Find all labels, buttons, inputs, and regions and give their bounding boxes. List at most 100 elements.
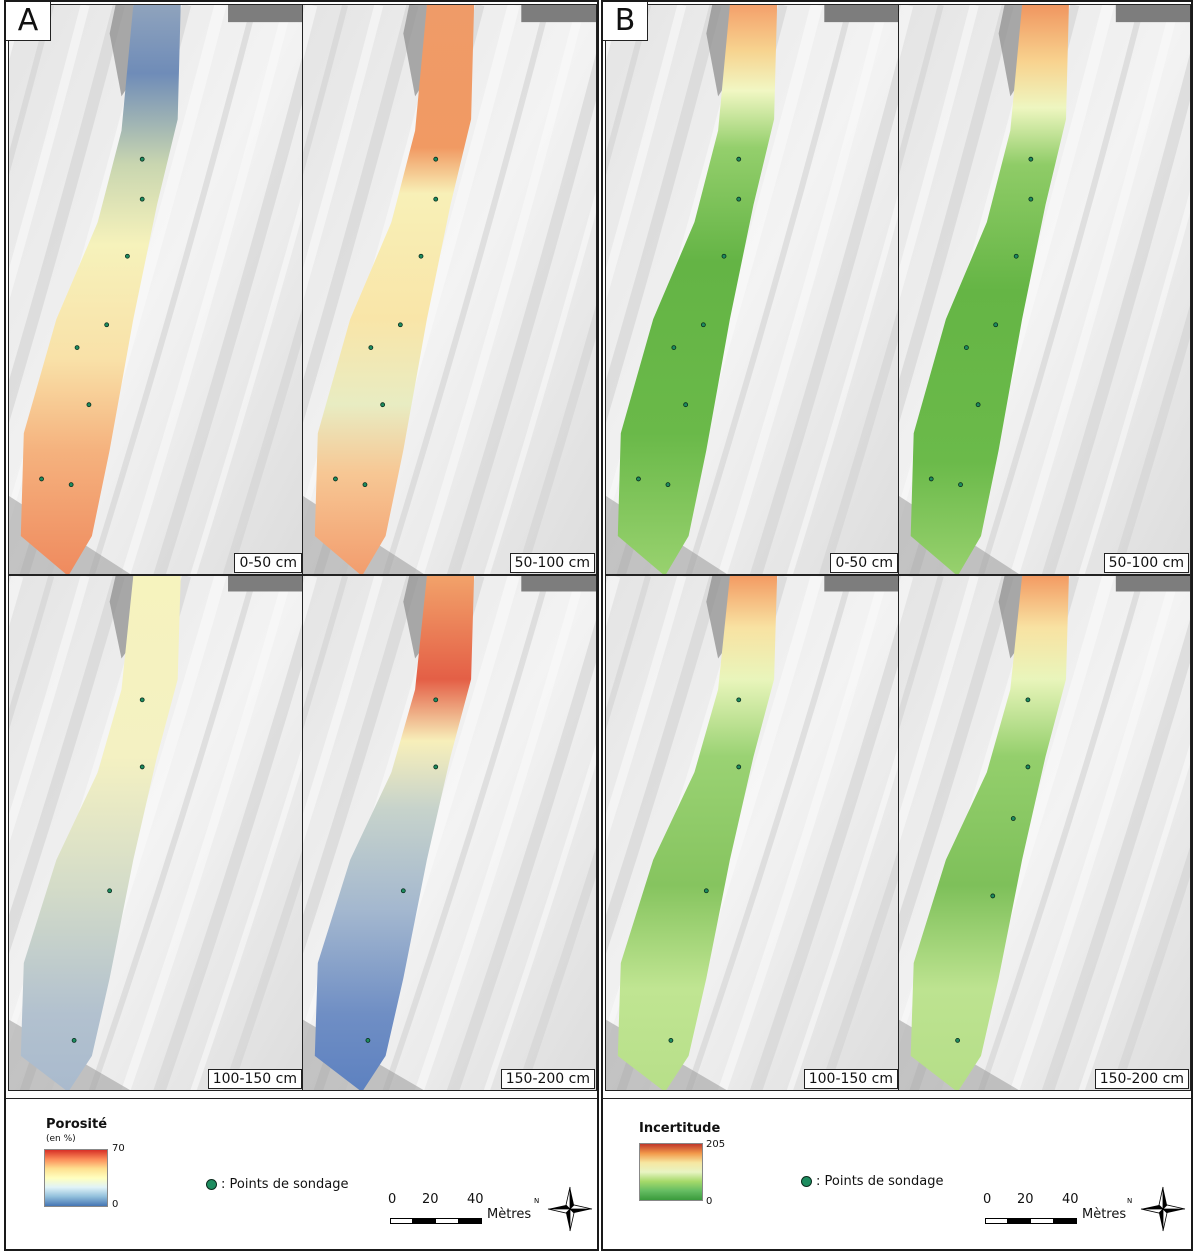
sampling-point xyxy=(683,402,689,408)
sampling-point xyxy=(418,253,424,259)
terrain-ridge xyxy=(1078,190,1190,574)
scale-tick-0: 0 xyxy=(983,1192,992,1207)
map-panel: 100-150 cm xyxy=(605,575,900,1091)
interpolated-surface xyxy=(617,576,778,1090)
scale-unit: Mètres xyxy=(487,1207,532,1222)
depth-label: 150-200 cm xyxy=(500,1069,595,1089)
sampling-point xyxy=(700,322,706,328)
points-legend-label: : Points de sondage xyxy=(221,1177,349,1192)
terrain-ridge xyxy=(1078,743,1190,1090)
legend-uncertainty: Incertitude 205 0 : Points de sondage 0 … xyxy=(603,1098,1191,1249)
ramp-max-label: 70 xyxy=(112,1143,125,1154)
map-canvas xyxy=(303,5,596,574)
terrain-ridge xyxy=(786,743,899,1090)
terrain-ridge xyxy=(303,5,419,423)
ridge-shade xyxy=(1115,5,1190,23)
terrain-ridge xyxy=(9,576,55,730)
sampling-point xyxy=(1013,253,1019,259)
sampling-point xyxy=(107,888,113,894)
legend-title: Porosité xyxy=(46,1117,108,1132)
sampling-point xyxy=(665,482,671,488)
ridge-shade xyxy=(228,5,303,23)
sampling-point xyxy=(433,697,439,703)
legend-title: Incertitude xyxy=(639,1121,721,1136)
terrain-ridge xyxy=(606,576,722,954)
depth-label: 0-50 cm xyxy=(234,553,302,573)
terrain-ridge xyxy=(483,743,596,1090)
map-canvas xyxy=(9,5,303,574)
section-b-uncertainty: B 0-50 cm 50-100 cm 100-150 cm 150-200 c… xyxy=(601,0,1193,1251)
scale-unit: Mètres xyxy=(1082,1207,1127,1222)
sampling-point xyxy=(1028,156,1034,162)
sampling-point xyxy=(397,322,403,328)
sampling-point xyxy=(68,482,74,488)
terrain-ridge xyxy=(899,5,979,302)
ramp-max-label: 205 xyxy=(706,1139,726,1150)
terrain-ridge xyxy=(749,53,899,574)
terrain-ridge xyxy=(1010,5,1180,574)
terrain-ridge xyxy=(685,576,854,1090)
terrain-ridge xyxy=(88,576,258,1090)
map-canvas xyxy=(606,576,899,1090)
terrain-ridge xyxy=(606,5,722,423)
scale-bar xyxy=(390,1209,482,1224)
map-panel: 100-150 cm xyxy=(8,575,304,1091)
terrain-ridge xyxy=(978,5,1145,574)
terrain-ridge xyxy=(190,190,303,574)
sampling-point xyxy=(721,253,727,259)
terrain-ridge xyxy=(899,576,1014,954)
depth-label: 150-200 cm xyxy=(1094,1069,1189,1089)
terrain-ridge xyxy=(515,847,596,1090)
color-ramp xyxy=(44,1149,108,1207)
sampling-point xyxy=(362,482,368,488)
scale-tick-40: 40 xyxy=(467,1192,484,1207)
interpolated-surface xyxy=(314,5,475,574)
north-label: N xyxy=(1127,1197,1133,1205)
map-canvas xyxy=(606,5,899,574)
terrain-ridge xyxy=(1110,847,1190,1090)
ridge-shade xyxy=(1115,576,1190,592)
terrain-ridge xyxy=(222,847,303,1090)
terrain-ridge xyxy=(749,619,899,1090)
map-canvas xyxy=(9,576,303,1090)
terrain-ridge xyxy=(303,576,384,844)
terrain-ridge xyxy=(121,5,293,574)
sampling-point xyxy=(975,402,981,408)
terrain-ridge xyxy=(899,576,979,845)
terrain-ridge xyxy=(899,5,1014,423)
terrain-ridge xyxy=(606,576,652,730)
terrain-ridge xyxy=(978,576,1145,1090)
ridge-shade xyxy=(824,5,899,23)
terrain-ridge xyxy=(515,305,596,574)
sampling-point xyxy=(368,345,374,351)
sampling-point xyxy=(671,345,677,351)
terrain-ridge xyxy=(786,190,899,574)
map-canvas xyxy=(899,576,1190,1090)
sampling-point xyxy=(1010,816,1016,821)
terrain-ridge xyxy=(9,5,90,302)
scale-tick-20: 20 xyxy=(1017,1192,1034,1207)
map-panel: 150-200 cm xyxy=(302,575,597,1091)
scale-tick-0: 0 xyxy=(388,1192,397,1207)
terrain-ridge xyxy=(303,5,349,176)
color-ramp xyxy=(639,1143,703,1201)
sampling-point xyxy=(668,1037,674,1043)
interpolated-surface xyxy=(20,576,181,1090)
points-legend: : Points de sondage xyxy=(801,1174,944,1189)
terrain-ridge xyxy=(899,576,944,730)
points-legend: : Points de sondage xyxy=(206,1177,349,1192)
terrain-ridge xyxy=(303,576,419,954)
map-panel: 50-100 cm xyxy=(302,4,597,575)
map-canvas xyxy=(899,5,1190,574)
sampling-point xyxy=(433,156,439,162)
sampling-point xyxy=(139,196,145,202)
interpolated-surface xyxy=(20,5,181,574)
terrain-ridge xyxy=(382,576,551,1090)
depth-label: 100-150 cm xyxy=(207,1069,302,1089)
terrain-ridge xyxy=(382,5,551,574)
interpolated-surface xyxy=(314,576,475,1090)
terrain-ridge xyxy=(818,305,899,574)
sampling-point xyxy=(736,156,742,162)
terrain-ridge xyxy=(190,743,303,1090)
map-panel: 0-50 cm xyxy=(8,4,304,575)
